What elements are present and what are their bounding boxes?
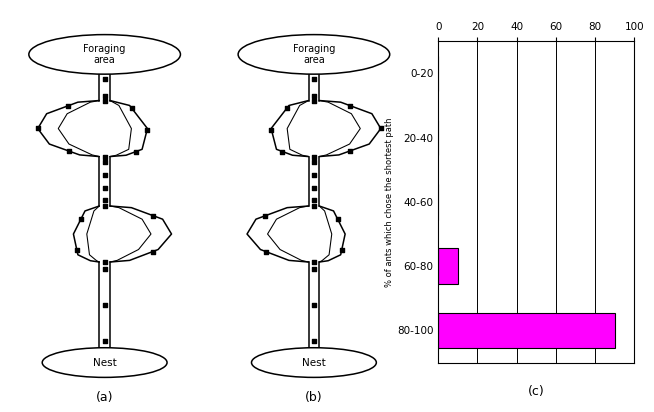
Point bbox=[72, 247, 82, 253]
Point bbox=[345, 147, 355, 154]
Point bbox=[309, 92, 319, 99]
Point bbox=[76, 216, 86, 222]
Point bbox=[63, 103, 73, 109]
Text: Foraging
area: Foraging area bbox=[293, 44, 335, 65]
Point bbox=[99, 76, 110, 82]
Point bbox=[63, 147, 74, 154]
Point bbox=[309, 302, 319, 308]
Ellipse shape bbox=[29, 35, 181, 74]
Text: Foraging
area: Foraging area bbox=[84, 44, 126, 65]
Point bbox=[99, 159, 110, 166]
Point bbox=[277, 148, 288, 155]
Y-axis label: % of ants which chose the shortest path: % of ants which chose the shortest path bbox=[385, 117, 394, 287]
Point bbox=[99, 197, 110, 204]
Point bbox=[142, 126, 152, 133]
Point bbox=[309, 159, 319, 166]
Point bbox=[309, 172, 319, 178]
Point bbox=[126, 105, 137, 111]
Point bbox=[261, 248, 271, 255]
Point bbox=[99, 153, 110, 160]
Point bbox=[99, 203, 110, 209]
Ellipse shape bbox=[252, 348, 376, 377]
Point bbox=[309, 76, 319, 82]
Point bbox=[309, 97, 319, 104]
Point bbox=[131, 148, 141, 155]
Point bbox=[99, 302, 110, 308]
Point bbox=[282, 105, 292, 111]
Point bbox=[309, 184, 319, 191]
Point bbox=[33, 125, 43, 131]
Text: Nest: Nest bbox=[93, 358, 116, 368]
Point bbox=[147, 248, 158, 255]
Text: (b): (b) bbox=[305, 391, 322, 404]
Ellipse shape bbox=[238, 35, 390, 74]
Point bbox=[332, 216, 343, 222]
Text: (c): (c) bbox=[528, 385, 545, 398]
Point bbox=[99, 92, 110, 99]
Point bbox=[336, 247, 347, 253]
Point bbox=[375, 125, 386, 131]
Point bbox=[99, 338, 110, 344]
Point bbox=[309, 338, 319, 344]
Point bbox=[99, 97, 110, 104]
Point bbox=[309, 203, 319, 209]
Point bbox=[309, 153, 319, 160]
Text: Nest: Nest bbox=[302, 358, 326, 368]
Bar bbox=[438, 313, 615, 348]
Point bbox=[148, 213, 159, 219]
Bar bbox=[438, 248, 458, 284]
Point bbox=[309, 259, 319, 265]
Point bbox=[99, 184, 110, 191]
Point bbox=[266, 126, 277, 133]
Point bbox=[99, 259, 110, 265]
Text: (a): (a) bbox=[96, 391, 113, 404]
Ellipse shape bbox=[43, 348, 167, 377]
Point bbox=[309, 197, 319, 204]
Point bbox=[309, 265, 319, 272]
Point bbox=[345, 103, 356, 109]
Point bbox=[99, 172, 110, 178]
Point bbox=[260, 213, 270, 219]
Point bbox=[99, 265, 110, 272]
